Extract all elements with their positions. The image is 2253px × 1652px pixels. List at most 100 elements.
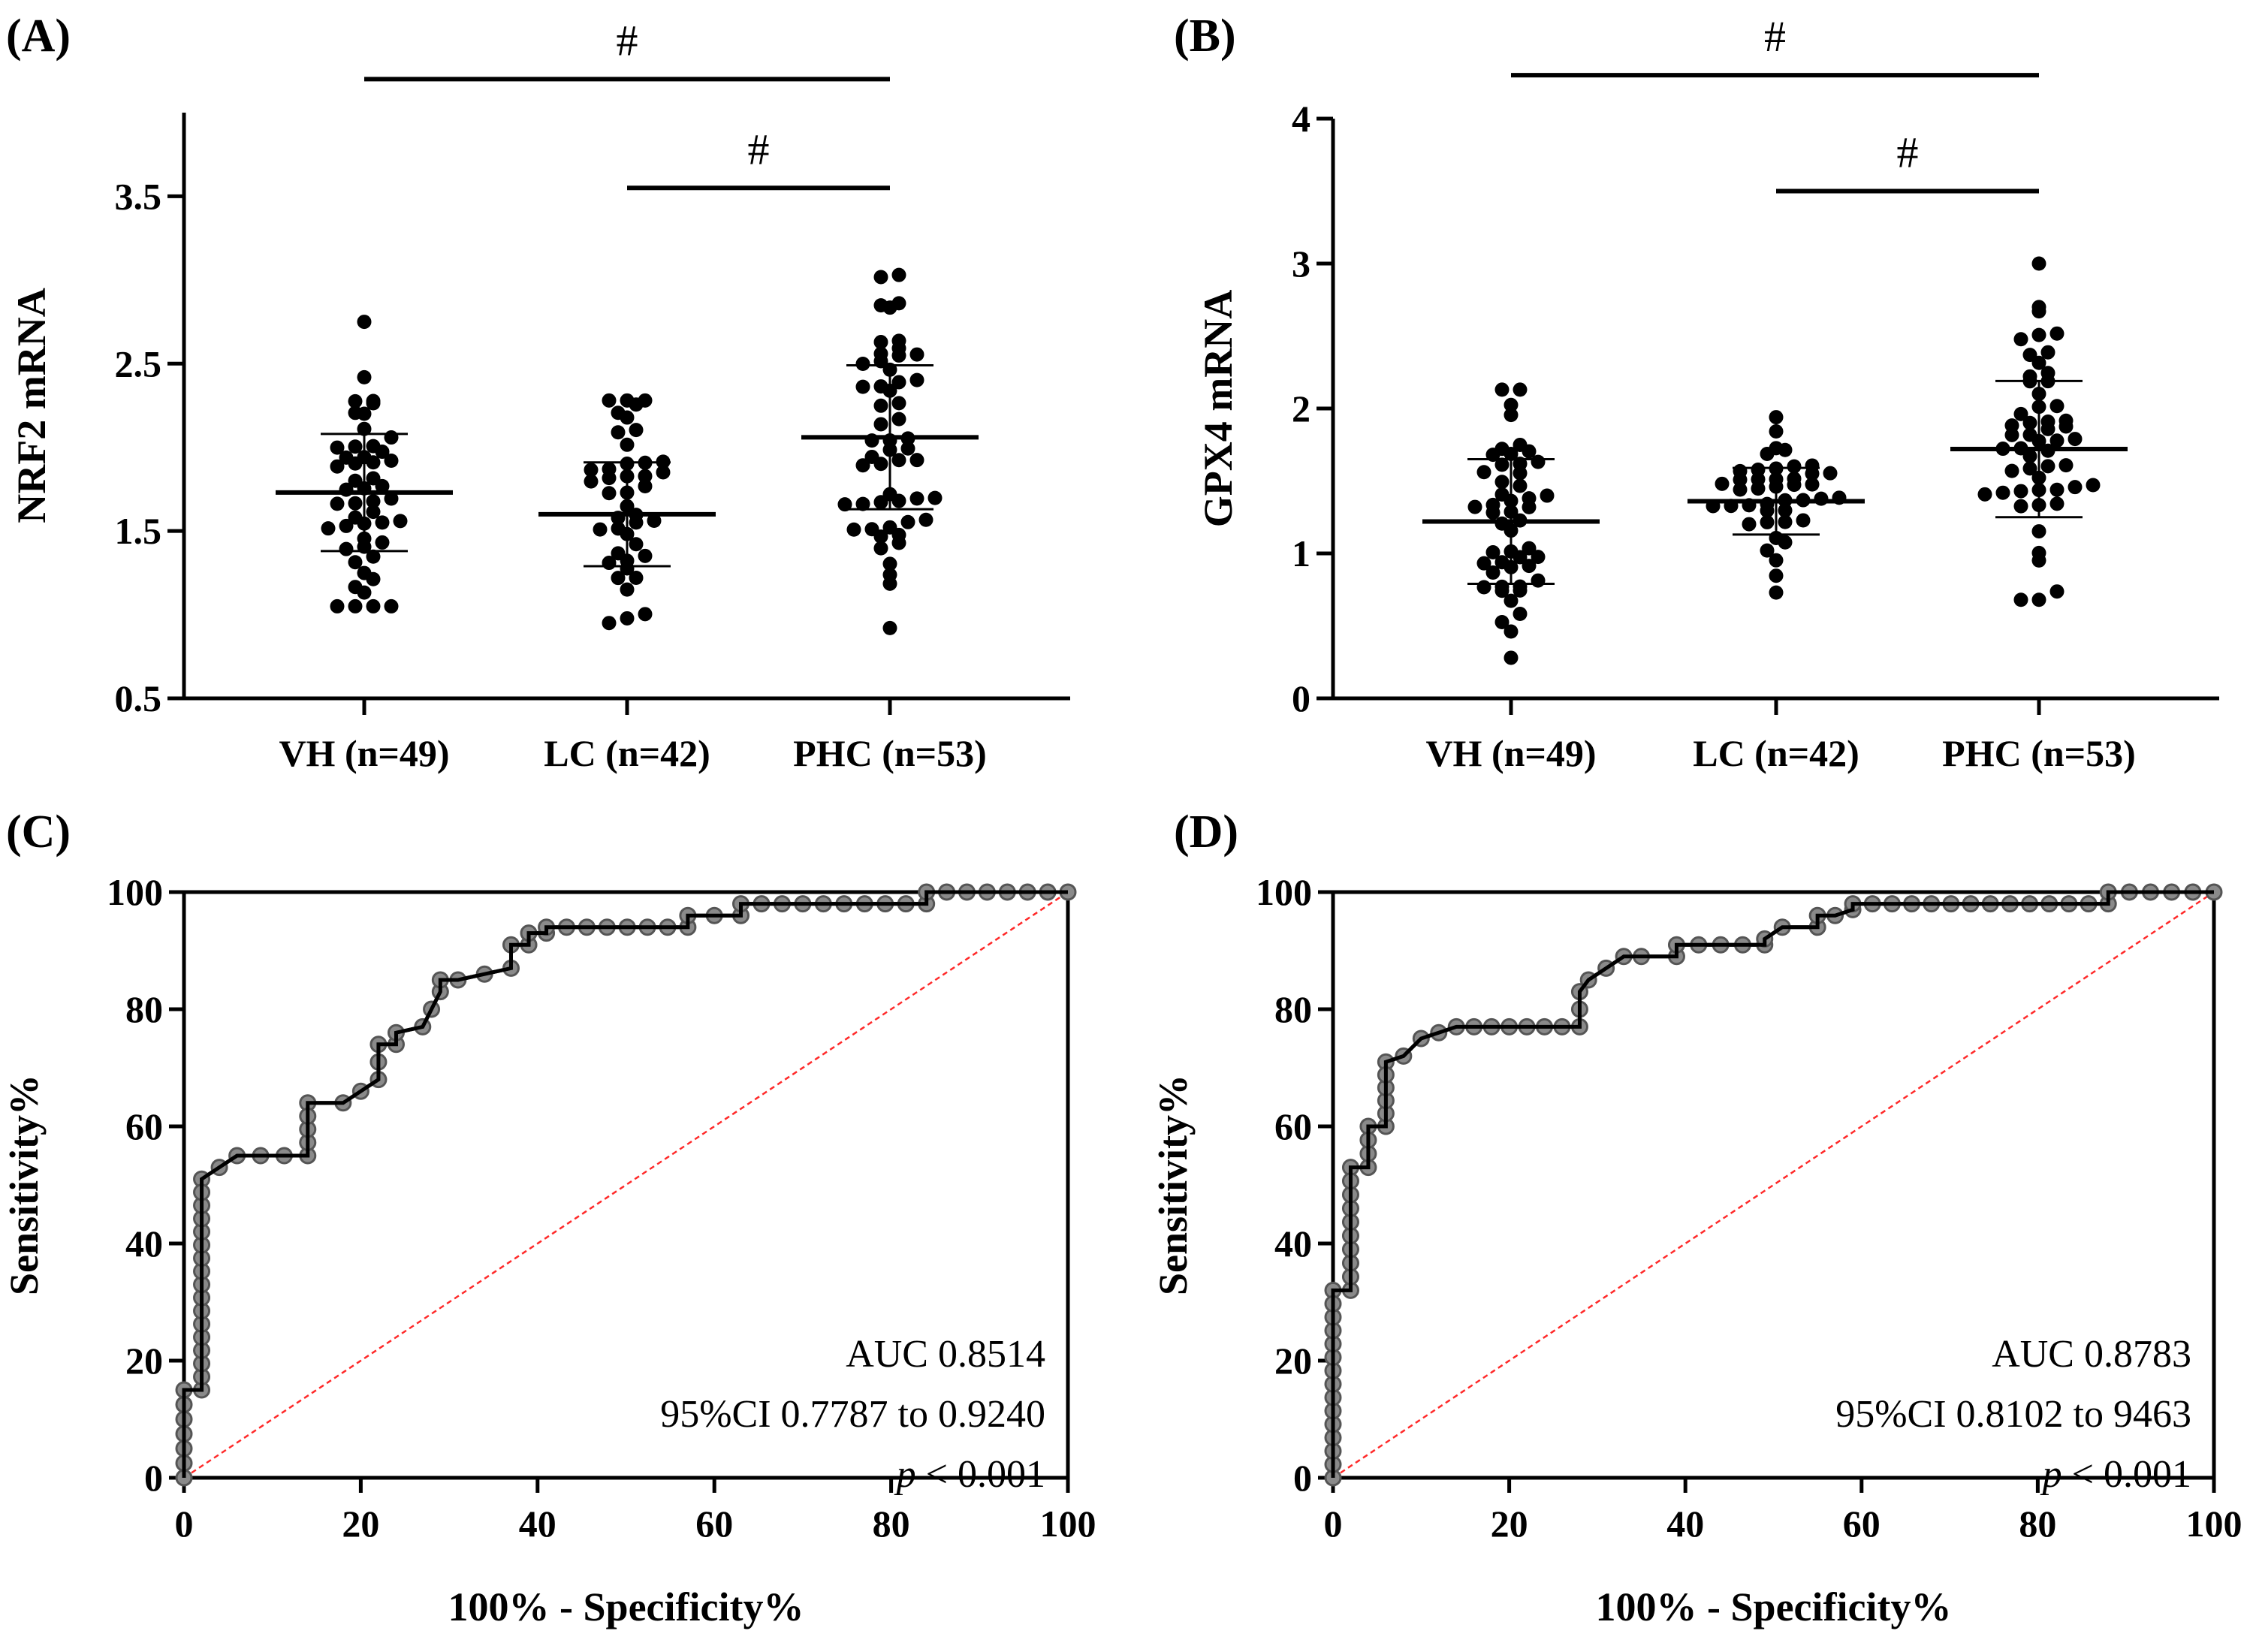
data-point [2031,327,2046,342]
data-point [2040,345,2055,360]
data-point [348,473,363,488]
data-point [348,598,363,613]
y-tick-label: 0 [1293,1457,1312,1499]
significance-label: # [1897,128,1919,177]
y-tick-label: 20 [125,1340,163,1382]
data-point [846,522,861,537]
panel-label: (B) [1174,11,1236,62]
data-point [2013,499,2028,514]
data-point [629,571,644,586]
data-point [909,347,924,362]
data-point [1485,545,1500,560]
data-point [1494,475,1510,490]
data-point [873,417,888,432]
data-point [366,505,381,520]
data-point [2049,482,2064,497]
data-point [384,454,399,469]
data-point [375,535,390,550]
group-phc [801,267,979,635]
ci-label: 95%CI 0.7787 to 0.9240 [660,1393,1045,1436]
data-point [927,490,943,505]
x-axis-title: 100% - Specificity% [1596,1584,1952,1629]
data-point [1995,485,2010,500]
data-point [357,369,372,384]
data-point [348,393,363,408]
y-tick-label: 2.5 [115,342,162,384]
data-point [611,405,626,421]
data-point [2058,458,2074,473]
x-tick-label: 100 [2186,1503,2242,1545]
data-point [620,610,635,626]
group-lc [1687,410,1865,600]
data-point [882,520,897,535]
data-point [638,548,653,563]
category-label: PHC (n=53) [793,732,987,774]
data-point [1504,593,1519,608]
data-point [1787,459,1802,474]
data-point [393,514,408,529]
data-point [2049,584,2064,599]
data-point [1769,568,1784,583]
data-point [375,515,390,530]
y-tick-label: 0.5 [115,677,162,719]
data-point [873,335,888,350]
data-point [1769,553,1784,568]
data-point [330,440,345,455]
data-point [855,496,870,511]
data-point [384,430,399,445]
data-point [1513,579,1528,594]
data-point [384,491,399,506]
data-point [2013,484,2028,499]
data-point [348,405,363,421]
p-value-label: p < 0.001 [2040,1453,2191,1496]
data-point [2013,592,2028,607]
roc-curve-overlay [182,890,1068,1478]
data-point [882,567,897,582]
auc-label: AUC 0.8783 [1992,1333,2191,1376]
roc-points [175,883,1077,1487]
y-tick-label: 100 [1256,871,1312,913]
panel-a: (A) 0.5 1.5 2.5 3.5 NRF2 mRNA VH (n=49) LC (n=4… [6,11,1070,774]
data-point [339,518,354,533]
y-tick-label: 60 [1274,1105,1312,1147]
data-point [602,486,617,501]
data-point [1467,499,1482,514]
annotation: AUC 0.8514 95%CI 0.7787 to 0.9240 p < 0.00… [660,1333,1045,1496]
data-point [656,465,671,480]
data-point [2022,348,2037,363]
data-point [855,356,870,371]
data-point [584,463,599,478]
data-point [366,393,381,408]
category-label: LC (n=42) [1693,732,1859,774]
y-tick-label: 0 [1292,677,1310,719]
data-point [321,521,336,536]
data-point [602,462,617,477]
y-tick-label: 2 [1292,387,1310,430]
group-vh [1422,382,1600,665]
data-point [891,396,906,411]
data-point [873,270,888,285]
y-axis-title: NRF2 mRNA [9,288,54,523]
data-point [891,375,906,390]
data-point [620,582,635,597]
y-tick-label: 40 [125,1222,163,1265]
data-point [2031,545,2046,560]
reference-line [1332,891,2215,1479]
data-point [1531,573,1546,588]
data-point [1504,624,1519,639]
data-point [2031,300,2046,315]
x-tick-label: 40 [519,1503,556,1545]
data-point [918,512,933,527]
data-point [357,565,372,580]
data-point [348,496,363,511]
data-point [1494,382,1510,397]
y-tick-label: 100 [107,871,163,913]
data-point [1522,559,1537,574]
reference-line [183,891,1069,1479]
category-label: PHC (n=53) [1942,732,2136,774]
data-point [1769,410,1784,425]
data-point [1715,476,1730,491]
p-value: < 0.001 [2062,1453,2191,1496]
data-point [1494,487,1510,502]
